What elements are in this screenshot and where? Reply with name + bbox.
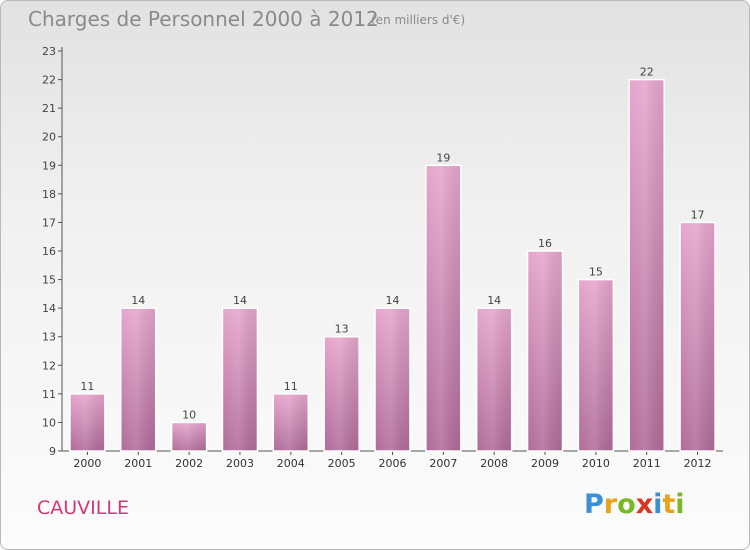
bar-shine (630, 80, 664, 452)
bar-shine (121, 309, 155, 451)
x-tick-label: 2008 (480, 457, 508, 470)
x-tick-label: 2005 (328, 457, 356, 470)
bar-shine (70, 394, 104, 451)
x-tick-label: 2003 (226, 457, 254, 470)
bar-shine (325, 337, 359, 451)
y-tick-label: 12 (42, 359, 56, 372)
bar-shine (681, 223, 715, 451)
x-tick-label: 2009 (531, 457, 559, 470)
bar-shine (274, 394, 308, 451)
bar-shine (376, 309, 409, 451)
y-tick-label: 9 (49, 445, 56, 458)
data-label: 14 (487, 294, 501, 307)
data-label: 14 (131, 294, 145, 307)
data-label: 19 (436, 151, 450, 164)
logo-letter: i (653, 489, 663, 520)
bar-shine (477, 309, 511, 451)
data-label: 11 (284, 380, 298, 393)
bar-shine (579, 280, 613, 451)
logo-letter: x (635, 489, 654, 520)
x-tick-label: 2010 (582, 457, 610, 470)
logo-letter: i (675, 489, 685, 520)
data-label: 11 (80, 380, 94, 393)
y-tick-label: 11 (42, 388, 56, 401)
data-label: 22 (640, 66, 654, 79)
x-tick-label: 2002 (175, 457, 203, 470)
data-label: 13 (335, 323, 349, 336)
chart-title: Charges de Personnel 2000 à 2012 (28, 7, 379, 31)
commune-name: CAUVILLE (37, 497, 129, 519)
data-label: 16 (538, 237, 552, 250)
x-tick-label: 2012 (684, 457, 712, 470)
logo-letter: r (603, 489, 618, 520)
y-tick-label: 10 (42, 416, 56, 429)
x-tick-label: 2000 (73, 457, 101, 470)
data-label: 15 (589, 266, 603, 279)
data-label: 17 (691, 208, 705, 221)
y-tick-label: 19 (42, 159, 56, 172)
y-tick-label: 17 (42, 216, 56, 229)
data-label: 10 (182, 408, 196, 421)
y-tick-label: 21 (42, 102, 56, 115)
y-tick-label: 16 (42, 245, 56, 258)
y-tick-label: 13 (42, 331, 56, 344)
y-tick-label: 18 (42, 188, 56, 201)
bar-shine (223, 309, 257, 451)
y-tick-label: 22 (42, 74, 56, 87)
y-tick-label: 15 (42, 274, 56, 287)
bar-shine (172, 423, 206, 451)
bar-shine (426, 166, 460, 452)
chart-subtitle: (en milliers d'€) (371, 13, 466, 27)
data-label: 14 (386, 294, 400, 307)
y-tick-label: 20 (42, 131, 56, 144)
logo-letter: P (584, 489, 604, 520)
logo-letter: t (662, 489, 676, 520)
x-tick-label: 2011 (633, 457, 661, 470)
x-tick-label: 2001 (124, 457, 152, 470)
proxiti-logo: Proxiti (584, 489, 685, 520)
bar-shine (528, 252, 562, 451)
x-tick-label: 2004 (277, 457, 305, 470)
y-tick-label: 23 (42, 45, 56, 58)
data-label: 14 (233, 294, 247, 307)
y-tick-label: 14 (42, 302, 56, 315)
logo-letter: o (617, 489, 636, 520)
x-tick-label: 2006 (379, 457, 407, 470)
x-tick-label: 2007 (429, 457, 457, 470)
